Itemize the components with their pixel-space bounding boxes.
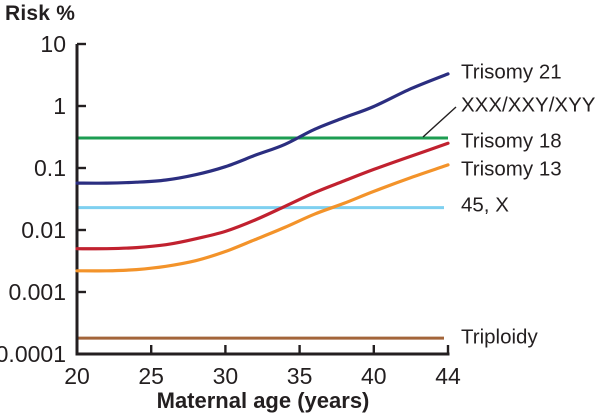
axes (75, 42, 450, 356)
curve-trisomy-18 (75, 141, 450, 251)
curve-trisomy-13 (75, 163, 450, 273)
y-tick-label: 1 (53, 93, 66, 119)
x-tick-label: 44 (435, 363, 461, 389)
series-label-trisomy-18: Trisomy 18 (461, 130, 562, 153)
x-tick-label: 30 (213, 363, 239, 389)
y-tick-label: 0.001 (8, 279, 66, 305)
x-axis-title: Maternal age (years) (156, 388, 370, 413)
y-tick-label: 0.0001 (0, 341, 66, 367)
x-tick-label: 40 (361, 363, 387, 389)
pointer-line-xxx-xxy-xyy (422, 106, 457, 138)
series-labels: Trisomy 21 XXX/XXY/XYY Trisomy 18 Trisomy 1… (422, 61, 596, 349)
curve-trisomy-21 (75, 72, 450, 185)
y-axis-title: Risk % (5, 2, 76, 25)
series-label-45-x: 45, X (461, 194, 509, 217)
series-label-trisomy-21: Trisomy 21 (461, 61, 562, 84)
series-label-trisomy-13: Trisomy 13 (461, 158, 562, 181)
y-tick-label: 10 (40, 31, 66, 57)
x-tick-label: 25 (138, 363, 164, 389)
x-tick-label: 20 (64, 363, 90, 389)
y-tick-label: 0.1 (34, 155, 66, 181)
series-label-xxx-xxy-xyy: XXX/XXY/XYY (461, 94, 596, 117)
x-tick-label: 35 (287, 363, 313, 389)
y-tick-label: 0.01 (21, 217, 66, 243)
series-lines (75, 72, 450, 340)
series-label-triploidy: Triploidy (461, 326, 538, 349)
